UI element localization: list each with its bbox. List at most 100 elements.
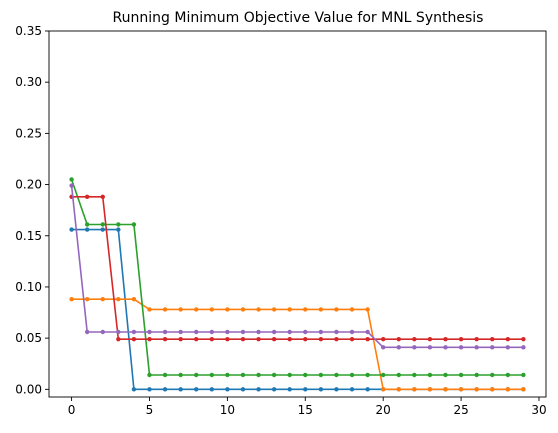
data-point [474,372,479,378]
data-point [412,345,417,350]
data-point [256,307,261,312]
data-point [194,387,199,392]
data-point [318,307,324,312]
data-point [100,329,105,335]
data-point [84,222,90,227]
data-point [240,372,246,378]
data-point [178,387,183,392]
data-point [303,307,308,312]
data-point [490,345,495,350]
data-point [365,372,370,378]
data-point [256,329,261,335]
data-point [271,329,277,335]
y-tick-label: 0.20 [15,178,42,192]
data-point [474,387,479,392]
data-point [474,345,479,350]
data-point [240,336,246,342]
data-point [178,307,183,312]
data-point [380,345,386,350]
data-point [271,372,277,378]
data-point [240,307,246,312]
data-point [412,387,417,392]
series-5 [69,183,526,350]
series-3 [69,177,526,378]
data-point [162,372,168,378]
data-point [116,227,121,232]
data-point [162,387,168,392]
data-point [287,329,292,335]
data-point [271,307,277,312]
data-point [116,222,121,227]
data-point [505,387,511,392]
data-point [490,336,495,342]
data-point [380,372,386,378]
data-point [458,336,464,342]
data-point [458,372,464,378]
data-point [443,387,448,392]
data-point [396,336,401,342]
data-point [334,372,339,378]
y-tick-label: 0.10 [15,280,42,294]
data-point [116,336,121,342]
data-point [69,227,74,232]
series-line-3 [70,179,524,376]
x-tick-label: 5 [146,403,154,417]
series-line-2 [71,298,524,391]
data-point [349,387,355,392]
data-point [334,336,339,342]
data-point [178,372,183,378]
data-point [84,329,90,335]
data-point [427,345,433,350]
data-point [365,329,370,335]
series-line-4 [71,196,524,340]
data-point [303,329,308,335]
data-point [69,183,74,188]
data-point [287,387,292,392]
data-point [84,297,90,302]
series-4 [69,194,526,342]
data-point [256,336,261,342]
data-point [209,336,215,342]
data-point [131,297,137,302]
data-point [318,372,324,378]
data-point [303,372,308,378]
data-point [178,336,183,342]
data-point [194,307,199,312]
data-point [209,387,215,392]
data-point [147,336,152,342]
data-point [365,307,370,312]
data-point [521,372,526,378]
y-tick-label: 0.00 [15,382,42,396]
y-tick-label: 0.25 [15,126,42,140]
data-point [287,307,292,312]
data-point [256,372,261,378]
data-point [225,307,230,312]
data-point [427,372,433,378]
data-point [225,329,230,335]
data-point [490,372,495,378]
data-point [100,222,105,227]
x-tick-label: 10 [220,403,235,417]
y-tick-label: 0.05 [15,331,42,345]
data-point [131,222,137,227]
data-point [147,387,152,392]
data-point [256,387,261,392]
data-point [396,345,401,350]
data-point [84,227,90,232]
data-point [116,329,121,335]
series-line-5 [70,185,524,349]
data-point [443,372,448,378]
data-point [194,336,199,342]
data-point [225,387,230,392]
data-point [474,336,479,342]
axes-frame [48,30,547,398]
data-point [100,227,105,232]
data-point [303,387,308,392]
data-point [162,329,168,335]
data-point [334,329,339,335]
data-point [162,336,168,342]
data-point [240,387,246,392]
data-point [162,307,168,312]
data-point [412,336,417,342]
data-point [334,387,339,392]
